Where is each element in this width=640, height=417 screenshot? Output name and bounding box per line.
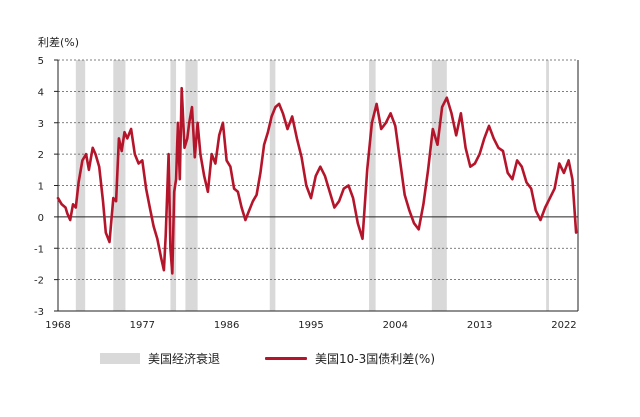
x-axis-ticks: 1968 1977 1986 1995 2004 2013 2022 — [45, 320, 576, 331]
recession-band-2 — [170, 60, 177, 311]
x-tick-label-0: 1968 — [45, 320, 70, 331]
legend: 美国经济衰退 美国10-3国债利差(%) — [100, 350, 480, 367]
y-axis-title: 利差(%) — [38, 35, 79, 49]
series-line-0 — [56, 86, 578, 275]
x-tick-label-6: 2022 — [551, 320, 576, 331]
recession-band-5 — [369, 60, 376, 311]
x-tick-label-1: 1977 — [130, 320, 155, 331]
y-tick-label-5: 0 — [38, 213, 44, 224]
x-tick-label-2: 1986 — [214, 320, 239, 331]
x-tick-label-5: 2013 — [467, 320, 492, 331]
legend-item-spread: 美国10-3国债利差(%) — [265, 350, 435, 367]
y-tick-label-6: -1 — [34, 244, 44, 255]
y-tick-label-3: 2 — [38, 150, 44, 161]
y-tick-label-8: -3 — [34, 307, 44, 318]
y-tick-label-2: 3 — [38, 119, 44, 130]
y-tick-label-7: -2 — [34, 276, 44, 287]
spread-swatch — [265, 357, 308, 360]
gridlines — [58, 59, 578, 312]
legend-item-recession: 美国经济衰退 — [100, 350, 220, 367]
legend-label-recession: 美国经济衰退 — [148, 352, 221, 366]
x-tick-label-4: 2004 — [383, 320, 408, 331]
recession-band-0 — [75, 60, 86, 311]
series-lines — [56, 86, 578, 275]
recession-swatch — [100, 353, 140, 364]
y-tick-label-4: 1 — [38, 182, 44, 193]
x-tick-label-3: 1995 — [298, 320, 323, 331]
axes — [54, 59, 579, 312]
y-axis-ticks: 5 4 3 2 1 0 -1 -2 -3 — [34, 56, 44, 318]
recession-band-4 — [269, 60, 276, 311]
y-tick-label-0: 5 — [38, 56, 44, 67]
legend-label-spread: 美国10-3国债利差(%) — [315, 352, 436, 366]
y-tick-label-1: 4 — [38, 87, 44, 98]
